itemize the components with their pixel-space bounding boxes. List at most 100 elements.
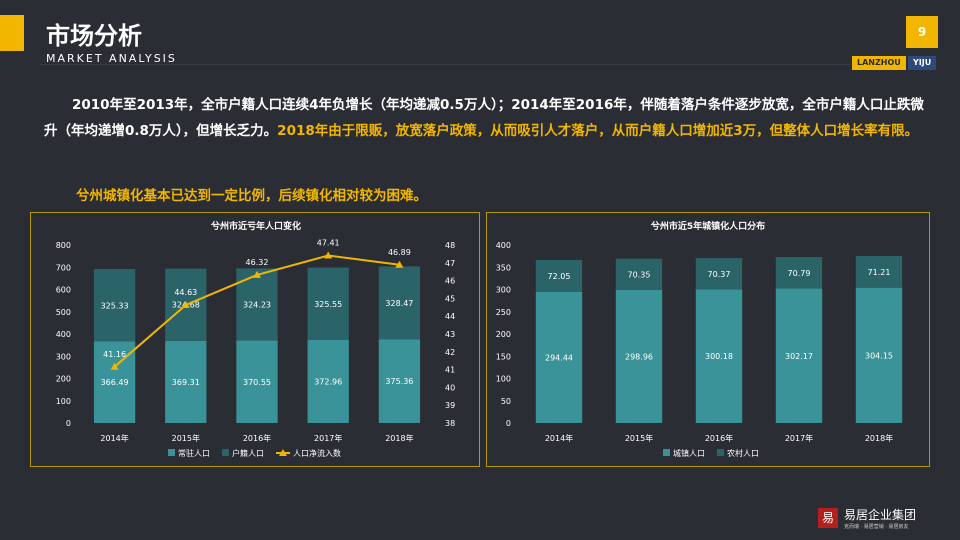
legend-label: 城镇人口 (673, 448, 705, 458)
bar-value-label: 72.05 (548, 272, 571, 281)
population-chart: 兮州市近亏年人口变化 0 100 200 300 400 500 600 700 800 366.4… (56, 220, 455, 458)
bar-value-label: 70.35 (628, 270, 651, 279)
title-accent-bar (0, 15, 24, 51)
y-tick-label: 600 (56, 286, 71, 295)
x-tick-label: 2015年 (625, 433, 653, 443)
y-tick-label: 50 (501, 397, 511, 406)
legend-swatch (663, 449, 670, 456)
page-title: 市场分析 (46, 22, 142, 50)
bar-lower (535, 291, 583, 423)
bar-lower (236, 340, 278, 423)
net-inflow-point (395, 260, 404, 268)
y2-tick-label: 44 (445, 312, 455, 321)
bar-lower (695, 289, 743, 423)
urbanization-chart-panel: 兮州市近5年城镇化人口分布 0 50 100 150 200 250 300 350 400 294… (486, 212, 930, 467)
y2-tick-label: 48 (445, 241, 455, 250)
x-tick-label: 2016年 (243, 433, 271, 443)
bar-value-label: 294.44 (545, 353, 573, 362)
y-tick-label: 500 (56, 308, 71, 317)
y2-tick-label: 41 (445, 366, 455, 375)
y-tick-label: 800 (56, 241, 71, 250)
legend-swatch (717, 449, 724, 456)
y-tick-label: 700 (56, 263, 71, 272)
x-tick-label: 2017年 (314, 433, 342, 443)
intro-text: 2010年至2013年，全市户籍人口连续4年负增长（年均递减0.5万人）；201… (44, 97, 924, 139)
legend-label: 人口净流入数 (293, 448, 341, 458)
y2-tick-label: 45 (445, 294, 455, 303)
y2-tick-label: 46 (445, 277, 455, 286)
y-tick-label: 100 (56, 397, 71, 406)
urbanization-note: 兮州城镇化基本已达到一定比例，后续镇化相对较为困难。 (76, 188, 427, 204)
x-tick-label: 2014年 (100, 433, 128, 443)
page-number: 9 (906, 16, 938, 48)
bar-value-label: 325.55 (314, 300, 342, 309)
legend-triangle-icon (279, 449, 287, 456)
legend-swatch (168, 449, 175, 456)
y-tick-label: 400 (496, 241, 511, 250)
net-inflow-label: 46.89 (388, 248, 411, 257)
y-tick-label: 150 (496, 352, 511, 361)
bar-lower (855, 287, 903, 423)
bar-value-label: 366.49 (101, 378, 129, 387)
net-inflow-point (110, 362, 119, 370)
y-tick-label: 100 (496, 375, 511, 384)
logo-subtitle: 克而瑞 · 易居营销 · 易居房友 (844, 524, 909, 530)
bar-upper (695, 258, 743, 290)
y2-tick-label: 42 (445, 348, 455, 357)
legend-swatch (222, 449, 229, 456)
y2-tick-label: 40 (445, 383, 455, 392)
y-tick-label: 200 (496, 330, 511, 339)
bar-value-label: 70.37 (708, 270, 731, 279)
bar-value-label: 375.36 (385, 377, 413, 386)
y2-tick-label: 47 (445, 259, 455, 268)
bar-value-label: 304.15 (865, 351, 893, 360)
y-tick-label: 350 (496, 263, 511, 272)
company-logo: 易 易居企业集团 克而瑞 · 易居营销 · 易居房友 (818, 506, 938, 532)
y2-tick-label: 38 (445, 419, 455, 428)
bar-value-label: 70.79 (788, 269, 811, 278)
net-inflow-point (324, 251, 333, 259)
chart-title: 兮州市近亏年人口变化 (210, 220, 301, 232)
y-tick-label: 200 (56, 375, 71, 384)
bar-upper (378, 266, 421, 340)
bar-upper (615, 258, 663, 290)
bar-value-label: 372.96 (314, 378, 342, 387)
bar-value-label: 300.18 (705, 352, 733, 361)
net-inflow-point (181, 300, 190, 308)
header-divider (40, 64, 850, 65)
bar-upper (775, 257, 823, 289)
bar-lower (307, 340, 349, 423)
bar-value-label: 328.47 (385, 299, 413, 308)
y-tick-label: 400 (56, 330, 71, 339)
logo-name: 易居企业集团 (844, 508, 917, 522)
bar-upper (535, 259, 583, 292)
logo-mark: 易 (818, 508, 838, 528)
y2-tick-label: 39 (445, 401, 455, 410)
bar-lower (378, 339, 421, 423)
bar-lower (165, 340, 207, 423)
bar-upper (855, 255, 903, 288)
bar-value-label: 325.33 (101, 301, 129, 310)
bar-value-label: 370.55 (243, 378, 271, 387)
bar-value-label: 369.31 (172, 378, 200, 387)
bar-upper (307, 267, 349, 341)
intro-paragraph: 2010年至2013年，全市户籍人口连续4年负增长（年均递减0.5万人）；201… (44, 92, 924, 144)
y-tick-label: 300 (496, 286, 511, 295)
x-tick-label: 2018年 (865, 433, 893, 443)
y-tick-label: 0 (66, 419, 71, 428)
page-subtitle: MARKET ANALYSIS (46, 52, 177, 65)
bar-value-label: 71.21 (868, 268, 891, 277)
urbanization-chart: 兮州市近5年城镇化人口分布 0 50 100 150 200 250 300 350 400 294… (496, 220, 903, 458)
bar-lower (615, 289, 663, 423)
net-inflow-label: 41.16 (103, 350, 126, 359)
x-tick-label: 2015年 (172, 433, 200, 443)
net-inflow-label: 44.63 (174, 288, 197, 297)
x-tick-label: 2016年 (705, 433, 733, 443)
net-inflow-point (253, 270, 261, 278)
legend-label: 农村人口 (727, 448, 759, 458)
legend-label: 户籍人口 (232, 448, 264, 458)
x-tick-label: 2014年 (545, 433, 573, 443)
intro-highlight: 2018年由于限贩，放宽落户政策，从而吸引人才落户，从而户籍人口增加近3万，但整… (277, 123, 919, 139)
city-tag: LANZHOU (852, 56, 906, 70)
population-chart-panel: 兮州市近亏年人口变化 0 100 200 300 400 500 600 700 800 366.4… (30, 212, 480, 467)
